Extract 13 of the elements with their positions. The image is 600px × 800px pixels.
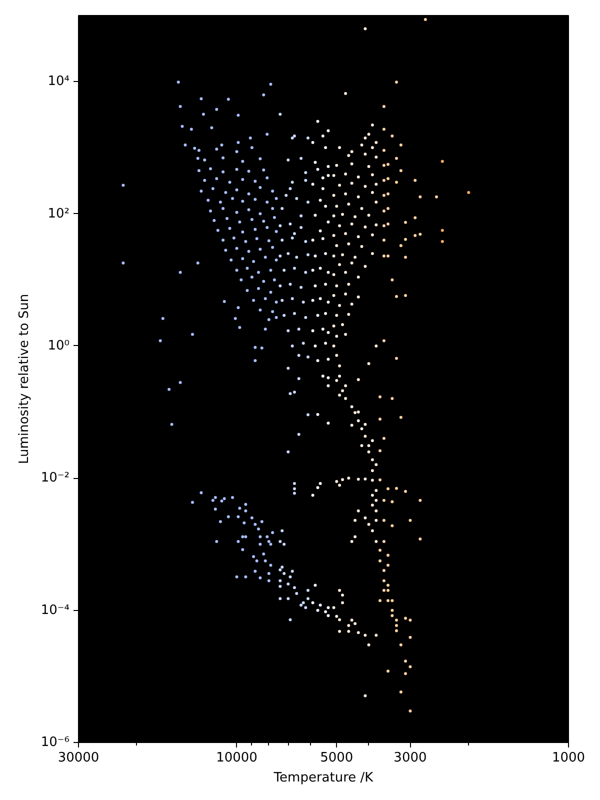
x-tick-label: 5000 <box>320 750 354 766</box>
y-tick-label: 10⁰ <box>48 338 70 354</box>
y-axis-title: Luminosity relative to Sun <box>16 294 32 464</box>
y-tick-label: 10⁻⁴ <box>40 602 70 618</box>
x-tick-label: 1000 <box>552 750 586 766</box>
x-tick-label: 3000 <box>394 750 427 766</box>
y-tick-label: 10⁻⁶ <box>40 735 70 750</box>
x-tick-label: 30000 <box>58 750 100 766</box>
y-tick-label: 10⁴ <box>48 74 70 90</box>
x-axis-title: Temperature /K <box>272 770 374 786</box>
y-tick-label: 10² <box>48 206 70 222</box>
y-tick-label: 10⁻² <box>40 470 70 486</box>
x-tick-label: 10000 <box>216 750 258 766</box>
